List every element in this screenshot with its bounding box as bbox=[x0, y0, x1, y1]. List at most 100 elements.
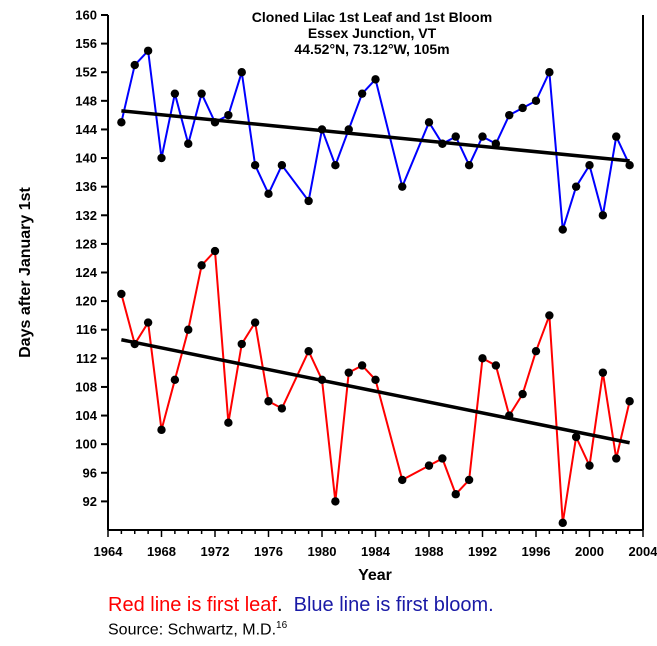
leaf-series-line bbox=[120, 248, 631, 524]
leaf-data-point bbox=[398, 475, 407, 485]
leaf-data-point bbox=[117, 289, 126, 299]
bloom-data-point bbox=[331, 161, 340, 170]
legend-leaf-text: Red line is first leaf bbox=[108, 594, 277, 616]
leaf-data-point bbox=[184, 325, 193, 334]
leaf-data-point bbox=[451, 490, 460, 499]
leaf-data-point bbox=[277, 404, 287, 413]
leaf-data-point bbox=[438, 454, 447, 463]
bloom-data-point bbox=[264, 189, 273, 199]
y-axis-title: Days after January 1st bbox=[17, 186, 34, 357]
y-tick-label: 112 bbox=[76, 351, 97, 366]
leaf-trend-line bbox=[121, 338, 630, 445]
x-tick-label: 2000 bbox=[575, 544, 604, 559]
leaf-data-point bbox=[224, 418, 233, 427]
leaf-data-point bbox=[237, 339, 246, 349]
leaf-data-point bbox=[598, 368, 608, 377]
x-tick-label: 1996 bbox=[522, 544, 551, 559]
x-tick-label: 1964 bbox=[94, 544, 124, 559]
chart-title: Cloned Lilac 1st Leaf and 1st BloomEssex… bbox=[252, 9, 492, 57]
bloom-series-line bbox=[120, 48, 631, 230]
leaf-data-point bbox=[344, 368, 353, 377]
legend-separator: . bbox=[276, 594, 294, 616]
bloom-data-point bbox=[170, 89, 180, 98]
y-tick-label: 148 bbox=[75, 93, 97, 108]
bloom-data-point bbox=[612, 132, 621, 141]
bloom-data-point bbox=[237, 68, 246, 77]
leaf-data-point bbox=[210, 246, 220, 256]
y-tick-label: 152 bbox=[75, 65, 97, 80]
x-tick-label: 2004 bbox=[629, 544, 657, 559]
y-axis-title-group: Days after January 1st bbox=[17, 186, 34, 357]
series-layer bbox=[117, 46, 634, 528]
bloom-data-point bbox=[317, 125, 327, 134]
x-tick-label: 1972 bbox=[201, 544, 230, 559]
leaf-data-point bbox=[424, 461, 434, 470]
bloom-data-point bbox=[357, 89, 367, 98]
y-tick-label: 92 bbox=[83, 494, 97, 509]
bloom-data-point bbox=[424, 118, 434, 127]
x-tick-label: 1976 bbox=[254, 544, 283, 559]
x-tick-label: 1992 bbox=[468, 544, 497, 559]
leaf-data-point bbox=[558, 518, 567, 528]
y-tick-label: 104 bbox=[75, 408, 97, 423]
y-tick-label: 116 bbox=[76, 322, 97, 337]
bloom-data-point bbox=[157, 153, 166, 163]
y-tick-label: 144 bbox=[75, 122, 97, 137]
x-tick-label: 1988 bbox=[415, 544, 444, 559]
bloom-data-point bbox=[184, 139, 193, 148]
y-tick-label: 136 bbox=[75, 179, 97, 194]
y-tick-label: 96 bbox=[83, 465, 97, 480]
leaf-data-point bbox=[478, 354, 487, 363]
leaf-data-point bbox=[143, 318, 153, 327]
leaf-data-point bbox=[304, 346, 313, 356]
x-axis-title: Year bbox=[358, 567, 392, 584]
source-citation: Source: Schwartz, M.D.16 bbox=[108, 620, 287, 639]
leaf-data-point bbox=[264, 397, 273, 406]
leaf-data-point bbox=[197, 261, 206, 270]
bloom-data-point bbox=[438, 139, 447, 148]
y-tick-label: 160 bbox=[75, 8, 97, 23]
bloom-data-point bbox=[304, 196, 313, 206]
leaf-data-point bbox=[250, 318, 260, 327]
chart-title-line: Cloned Lilac 1st Leaf and 1st Bloom bbox=[252, 9, 492, 25]
lilac-phenology-chart: Cloned Lilac 1st Leaf and 1st BloomEssex… bbox=[17, 8, 657, 585]
bloom-data-point bbox=[398, 182, 407, 191]
bloom-data-point bbox=[344, 125, 353, 134]
bloom-data-point bbox=[531, 96, 541, 106]
leaf-data-point bbox=[625, 397, 634, 406]
leaf-data-point bbox=[571, 432, 581, 442]
leaf-data-point bbox=[491, 361, 501, 370]
bloom-data-point bbox=[210, 118, 220, 127]
leaf-data-point bbox=[331, 497, 340, 506]
chart-title-line: 44.52°N, 73.12°W, 105m bbox=[294, 41, 449, 57]
bloom-data-point bbox=[451, 132, 460, 141]
bloom-trend-line bbox=[121, 109, 630, 163]
bloom-data-point bbox=[224, 110, 233, 120]
y-tick-label: 108 bbox=[75, 379, 97, 394]
bloom-data-point bbox=[250, 161, 260, 170]
bloom-data-point bbox=[371, 75, 380, 84]
bloom-data-point bbox=[117, 118, 126, 127]
leaf-data-point bbox=[545, 311, 554, 320]
plot-axes bbox=[107, 15, 644, 531]
leaf-data-point bbox=[505, 411, 514, 420]
x-axis-title-group: Year bbox=[358, 567, 392, 584]
y-tick-label: 128 bbox=[75, 236, 97, 251]
source-text: Source: Schwartz, M.D. bbox=[108, 621, 277, 639]
bloom-data-point bbox=[143, 46, 153, 55]
bloom-data-point bbox=[478, 132, 487, 141]
bloom-data-point bbox=[130, 60, 139, 70]
y-tick-label: 132 bbox=[75, 208, 97, 223]
bloom-data-point bbox=[505, 110, 514, 120]
bloom-data-point bbox=[625, 161, 634, 170]
leaf-data-point bbox=[371, 375, 380, 384]
leaf-data-point bbox=[518, 389, 527, 399]
bloom-data-point bbox=[571, 182, 581, 191]
x-tick-label: 1984 bbox=[361, 544, 391, 559]
source-ref: 16 bbox=[276, 620, 288, 631]
leaf-data-point bbox=[612, 454, 621, 463]
x-tick-label: 1980 bbox=[308, 544, 337, 559]
legend-end: . bbox=[488, 594, 494, 616]
leaf-data-point bbox=[464, 475, 474, 485]
legend-bloom-text: Blue line is first bloom bbox=[293, 594, 489, 616]
